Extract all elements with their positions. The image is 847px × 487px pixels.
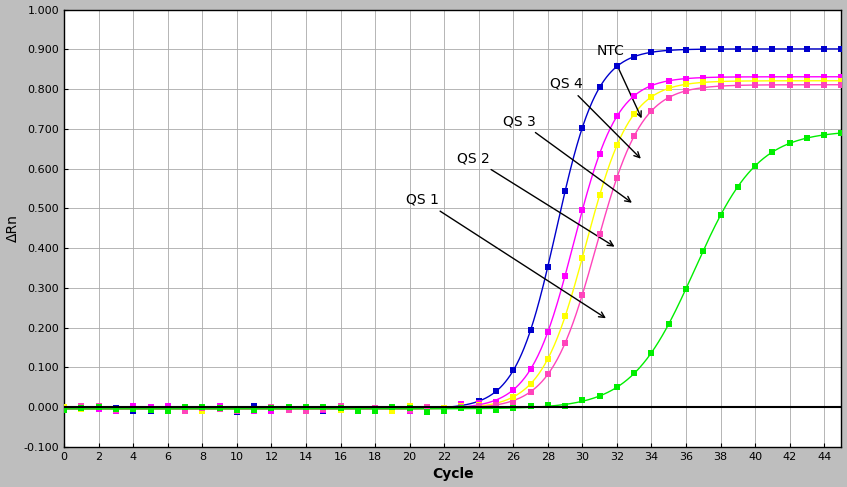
- Text: NTC: NTC: [596, 44, 641, 117]
- Text: QS 2: QS 2: [457, 151, 613, 246]
- Text: QS 4: QS 4: [550, 77, 639, 158]
- X-axis label: Cycle: Cycle: [432, 468, 473, 482]
- Y-axis label: ΔRn: ΔRn: [6, 214, 19, 242]
- Text: QS 3: QS 3: [503, 114, 631, 202]
- Text: QS 1: QS 1: [407, 193, 605, 318]
